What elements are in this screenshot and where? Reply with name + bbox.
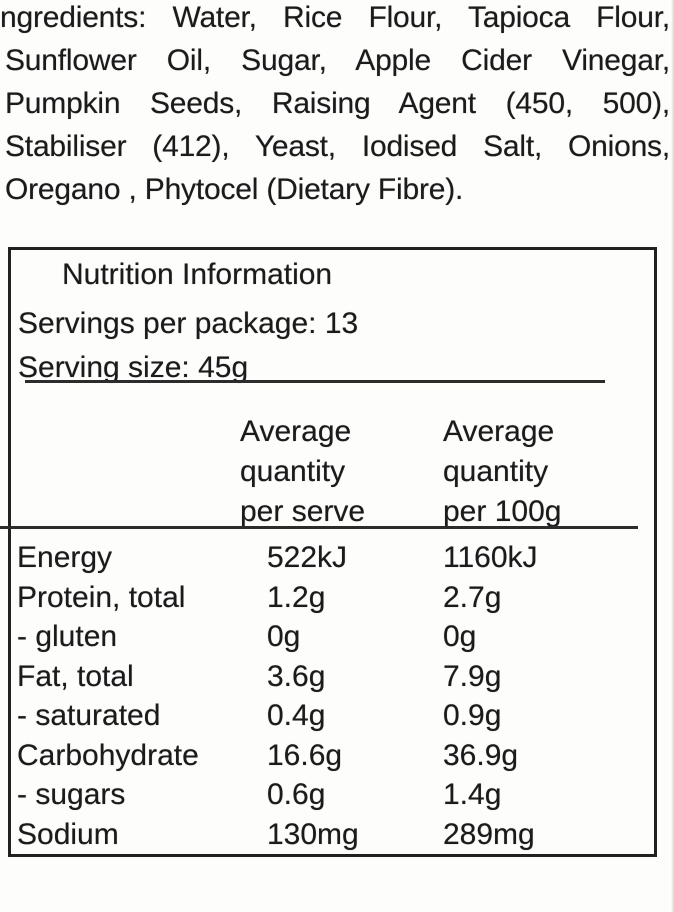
row-label: Sodium xyxy=(17,817,119,851)
scan-edge-artifact xyxy=(671,0,674,912)
row-label: Fat, total xyxy=(17,659,134,693)
row-label: Protein, total xyxy=(17,580,186,614)
table-row: - saturated 0.4g 0.9g xyxy=(14,696,656,736)
row-value-per-serve: 0g xyxy=(267,620,301,653)
row-label: Energy xyxy=(17,541,113,574)
row-label: Carbohydrate xyxy=(17,738,199,772)
header-line: Average xyxy=(240,415,352,448)
row-value-per-100g: 0.9g xyxy=(443,699,502,732)
table-row: Fat, total 3.6g 7.9g xyxy=(14,657,656,697)
row-label: - saturated xyxy=(17,699,161,732)
divider-under-serving-info xyxy=(25,380,605,383)
serving-size: Serving size: 45g xyxy=(18,351,249,384)
panel-title: Nutrition Information xyxy=(62,258,333,291)
ingredients-line: Oregano , Phytocel (Dietary Fibre). xyxy=(5,173,464,206)
row-value-per-serve: 0.6g xyxy=(267,778,326,811)
nutrition-table: Energy 522kJ 1160kJ Protein, total 1.2g … xyxy=(14,538,656,854)
row-label: - sugars xyxy=(17,778,126,811)
row-value-per-100g: 0g xyxy=(443,620,477,653)
header-line: per 100g xyxy=(443,495,562,528)
column-header-per-100g: Average quantity per 100g xyxy=(443,412,561,532)
header-line: per serve xyxy=(240,495,366,528)
header-line: Average xyxy=(443,415,555,448)
row-value-per-100g: 7.9g xyxy=(443,659,502,693)
divider-under-column-headers xyxy=(0,526,638,529)
ingredients-line: ngredients: Water, Rice Flour, Tapioca F… xyxy=(0,1,670,34)
row-value-per-serve: 1.2g xyxy=(267,580,326,614)
row-value-per-serve: 522kJ xyxy=(267,541,348,574)
header-line: quantity xyxy=(443,455,549,488)
row-label: - gluten xyxy=(17,620,118,653)
row-value-per-serve: 130mg xyxy=(267,817,359,851)
row-value-per-100g: 36.9g xyxy=(443,738,519,772)
nutrition-panel: Nutrition Information Servings per packa… xyxy=(8,247,657,857)
ingredients-line: Sunflower Oil, Sugar, Apple Cider Vinega… xyxy=(5,44,670,77)
row-value-per-serve: 16.6g xyxy=(267,738,343,772)
row-value-per-100g: 289mg xyxy=(443,817,535,851)
header-line: quantity xyxy=(240,455,346,488)
ingredients-line: Stabiliser (412), Yeast, Iodised Salt, O… xyxy=(5,130,670,163)
table-row: Energy 522kJ 1160kJ xyxy=(14,538,656,578)
row-value-per-serve: 3.6g xyxy=(267,659,326,693)
column-header-per-serve: Average quantity per serve xyxy=(240,412,365,532)
servings-per-package: Servings per package: 13 xyxy=(18,307,359,340)
row-value-per-serve: 0.4g xyxy=(267,699,326,732)
row-value-per-100g: 2.7g xyxy=(443,580,502,614)
ingredients-line: Pumpkin Seeds, Raising Agent (450, 500), xyxy=(5,87,670,120)
row-value-per-100g: 1.4g xyxy=(443,778,502,811)
table-row: - sugars 0.6g 1.4g xyxy=(14,775,656,815)
ingredients-paragraph: ngredients: Water, Rice Flour, Tapioca F… xyxy=(0,0,670,211)
table-row: Carbohydrate 16.6g 36.9g xyxy=(14,736,656,776)
table-row: Sodium 130mg 289mg xyxy=(14,815,656,855)
table-row: - gluten 0g 0g xyxy=(14,617,656,657)
table-row: Protein, total 1.2g 2.7g xyxy=(14,578,656,618)
row-value-per-100g: 1160kJ xyxy=(443,541,538,574)
